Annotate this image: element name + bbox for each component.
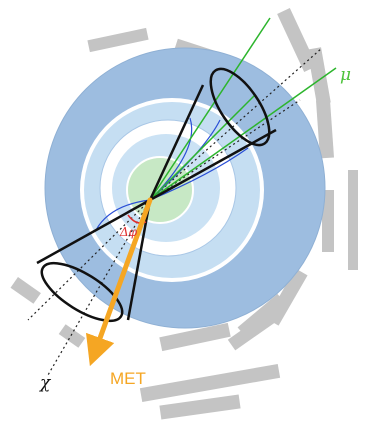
jet-cone-upper — [148, 67, 277, 202]
jet-cone-lower — [36, 198, 152, 323]
met-arrow — [85, 197, 153, 367]
muon-label: μ — [340, 65, 351, 85]
jet-axes — [27, 47, 323, 376]
muon-tracks — [149, 17, 337, 201]
outer-calorimeter-segments — [10, 8, 358, 420]
chi-label: χ — [39, 373, 52, 393]
delta-phi-label: Δφ — [119, 225, 138, 239]
detector-layers — [44, 47, 326, 329]
met-label: MET — [110, 369, 146, 388]
